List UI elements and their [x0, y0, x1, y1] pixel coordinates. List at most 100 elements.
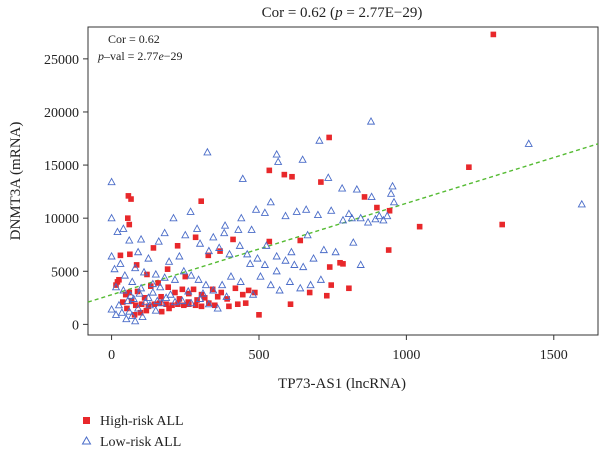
- high-risk-point: [224, 296, 230, 302]
- high-risk-point: [211, 302, 218, 309]
- high-risk-point: [385, 247, 392, 253]
- high-risk-point: [165, 284, 171, 291]
- low-risk-point: [195, 239, 205, 247]
- low-risk-point: [135, 289, 144, 297]
- low-risk-point: [296, 283, 305, 292]
- low-risk-point: [178, 296, 187, 305]
- high-risk-point: [114, 279, 121, 285]
- inset-e: e: [158, 49, 164, 63]
- inset-cor-text: Cor = 0.62: [108, 32, 160, 46]
- low-risk-point: [256, 272, 265, 280]
- low-risk-point: [141, 297, 150, 306]
- legend-high-risk-marker: [83, 417, 90, 424]
- low-risk-point: [220, 221, 230, 229]
- low-risk-point: [324, 173, 333, 181]
- high-risk-point: [239, 291, 246, 298]
- low-risk-point: [262, 241, 271, 249]
- low-risk-point: [166, 290, 175, 298]
- high-risk-point: [374, 204, 380, 211]
- low-risk-point: [299, 262, 308, 271]
- low-risk-point: [338, 215, 348, 224]
- low-risk-point: [187, 270, 196, 279]
- chart-title: Cor = 0.62 (p = 2.77E−29): [262, 5, 423, 21]
- inset-p: p: [97, 49, 104, 63]
- high-risk-point: [328, 282, 335, 288]
- low-risk-point: [260, 208, 270, 216]
- low-risk-point: [164, 257, 174, 265]
- low-risk-point: [125, 307, 134, 315]
- low-risk-point: [238, 174, 247, 182]
- low-risk-point: [145, 300, 155, 309]
- y-tick-label: 20000: [44, 106, 79, 121]
- inset-exp: −29: [164, 49, 183, 63]
- y-tick-label: 25000: [44, 53, 79, 68]
- low-risk-point: [309, 253, 318, 262]
- high-risk-point: [185, 299, 192, 305]
- high-risk-point: [155, 280, 161, 286]
- low-risk-point: [126, 291, 135, 299]
- low-risk-point: [313, 210, 323, 219]
- high-risk-point: [226, 303, 232, 310]
- low-risk-point: [113, 227, 122, 236]
- high-risk-point: [297, 237, 304, 244]
- low-risk-point: [225, 249, 234, 258]
- low-risk-point: [195, 294, 205, 302]
- inset-val-prefix: –val = 2.77: [103, 49, 158, 63]
- high-risk-point: [198, 303, 205, 310]
- low-risk-point: [347, 213, 357, 222]
- low-risk-point: [204, 246, 214, 255]
- low-risk-point: [154, 237, 163, 245]
- high-risk-point: [122, 291, 129, 298]
- low-risk-point: [245, 259, 255, 267]
- low-risk-point: [203, 147, 212, 156]
- x-tick-label: 1000: [392, 348, 420, 363]
- high-risk-point: [192, 234, 199, 241]
- high-risk-point: [252, 289, 258, 296]
- high-risk-point: [218, 289, 225, 296]
- low-risk-point: [319, 245, 328, 254]
- high-risk-point: [163, 301, 169, 307]
- low-risk-point: [389, 197, 399, 206]
- high-risk-point: [346, 285, 352, 292]
- high-risk-point: [287, 301, 294, 307]
- high-risk-point: [117, 252, 124, 259]
- low-risk-point: [151, 269, 160, 278]
- low-risk-point: [217, 280, 227, 289]
- low-risk-point: [128, 311, 137, 319]
- low-risk-point: [281, 211, 290, 220]
- high-risk-point: [179, 286, 186, 293]
- low-risk-point: [243, 249, 252, 258]
- high-risk-point: [141, 295, 148, 301]
- low-risk-point: [285, 277, 295, 285]
- high-risk-point: [132, 302, 139, 309]
- high-risk-point: [124, 215, 131, 221]
- low-risk-point: [198, 289, 208, 297]
- low-risk-point: [181, 230, 190, 239]
- high-risk-point: [234, 301, 241, 307]
- low-risk-point: [136, 234, 146, 243]
- low-risk-point: [156, 282, 165, 291]
- y-tick-label: 10000: [44, 212, 79, 227]
- high-risk-point: [242, 300, 249, 306]
- high-risk-point: [128, 298, 135, 304]
- low-risk-point: [356, 260, 365, 268]
- low-risk-point: [136, 283, 146, 292]
- x-tick-label: 0: [108, 348, 115, 363]
- high-risk-point: [158, 308, 165, 315]
- low-risk-point: [138, 312, 147, 320]
- low-risk-point: [107, 251, 116, 260]
- high-risk-point: [182, 273, 189, 280]
- high-risk-point: [124, 305, 130, 312]
- y-tick-label: 15000: [44, 159, 79, 174]
- high-risk-point: [230, 236, 236, 243]
- low-risk-point: [153, 296, 162, 305]
- y-tick-label: 5000: [51, 265, 79, 280]
- high-risk-point: [164, 266, 171, 272]
- high-risk-point: [198, 291, 205, 298]
- low-risk-point: [120, 270, 130, 279]
- high-risk-point: [326, 264, 333, 270]
- low-risk-point: [383, 211, 392, 220]
- low-risk-point: [119, 285, 128, 294]
- low-risk-point: [247, 225, 256, 233]
- high-risk-point: [190, 286, 197, 293]
